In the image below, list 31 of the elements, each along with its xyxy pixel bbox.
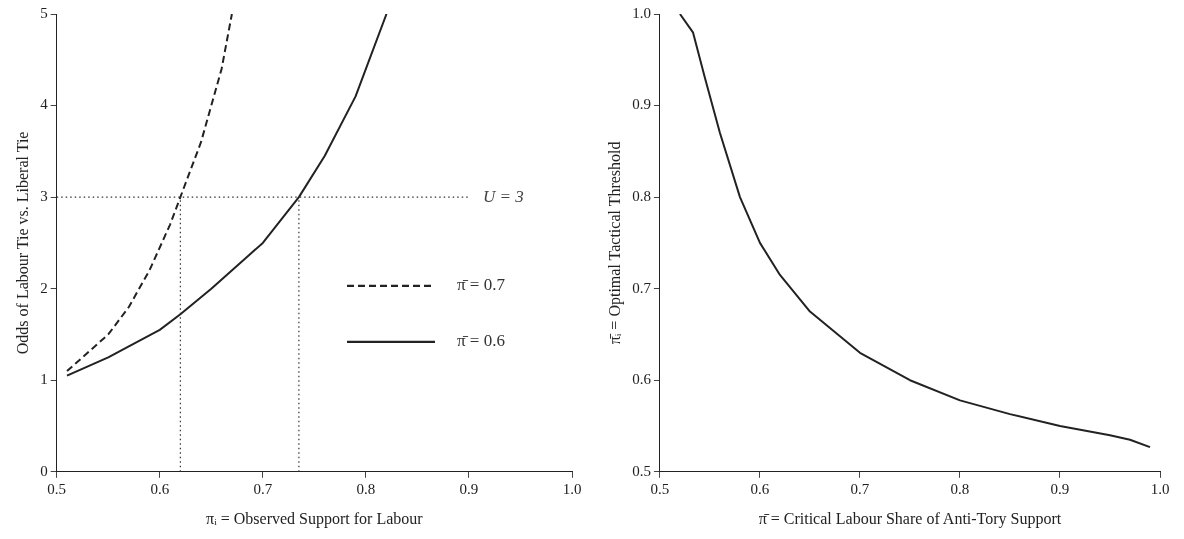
y-tick-label: 4 bbox=[40, 96, 49, 113]
x-tick-label: 0.9 bbox=[1050, 480, 1070, 497]
x-tick-label: 0.7 bbox=[850, 480, 870, 497]
x-axis-title: πᵢ = Observed Support for Labour bbox=[206, 509, 424, 528]
text: π̄ = 0.7 bbox=[457, 275, 506, 295]
y-tick-label: 1 bbox=[40, 371, 48, 388]
y-tick-label: 0 bbox=[40, 462, 48, 479]
x-tick-label: 0.8 bbox=[356, 480, 376, 497]
y-tick-label: 0.8 bbox=[632, 188, 651, 205]
line-series bbox=[66, 14, 233, 373]
x-tick-label: 0.7 bbox=[253, 480, 273, 497]
y-axis-title: Odds of Labour Tie vs. Liberal Tie bbox=[13, 131, 31, 355]
x-tick-label: 0.6 bbox=[150, 480, 170, 497]
x-tick-label: 0.5 bbox=[650, 480, 670, 497]
y-tick-label: 0.7 bbox=[632, 279, 652, 296]
x-axis-title: π̄ = Critical Labour Share of Anti-Tory Support bbox=[758, 509, 1062, 528]
y-tick-label: 2 bbox=[40, 279, 48, 296]
y-tick-label: 3 bbox=[40, 188, 48, 205]
x-tick-label: 1.0 bbox=[562, 480, 582, 497]
y-tick-label: 0.9 bbox=[632, 96, 651, 113]
text: π̄ = 0.6 bbox=[457, 331, 505, 351]
y-tick-label: 0.5 bbox=[632, 462, 651, 479]
x-tick-label: 0.6 bbox=[750, 480, 770, 497]
y-axis-title: π̄ᵢ = Optimal Tactical Threshold bbox=[605, 141, 624, 345]
y-tick-label: 1.0 bbox=[632, 4, 651, 21]
y-tick-label: 5 bbox=[40, 4, 48, 21]
x-tick-label: 0.8 bbox=[950, 480, 970, 497]
x-tick-label: 1.0 bbox=[1150, 480, 1170, 497]
y-tick-label: 0.6 bbox=[632, 371, 652, 388]
ref-line-label: U = 3 bbox=[482, 186, 524, 206]
x-tick-label: 0.9 bbox=[459, 480, 479, 497]
